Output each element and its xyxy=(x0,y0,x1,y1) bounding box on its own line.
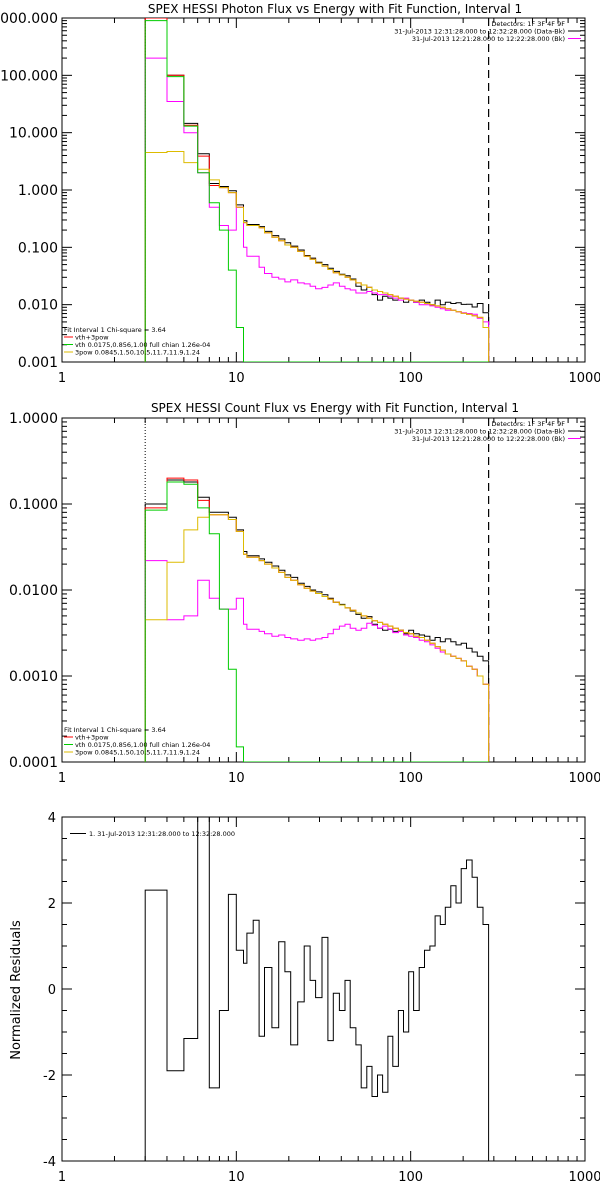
y-tick-label: 0.0001 xyxy=(9,755,58,771)
x-tick-label: 1000 xyxy=(568,771,600,786)
series-line-1-31-jul-2013-12-31-28-000-to-12-32-28-000 xyxy=(144,817,490,1161)
series-line-bk xyxy=(144,560,490,762)
info-line: Detectors: 1F 3F 4F 9F xyxy=(491,20,565,28)
y-tick-label: -2 xyxy=(43,1069,56,1084)
y-tick-label: 1000.000 xyxy=(0,11,58,27)
x-tick-label: 10 xyxy=(228,371,245,386)
series-line-bk xyxy=(144,57,490,362)
series-line-vth xyxy=(144,481,490,762)
y-tick-label: 0.010 xyxy=(18,298,58,314)
info-line: 31-Jul-2013 12:31:28.000 to 12:32:28.000… xyxy=(394,428,565,436)
series-line-data-bk xyxy=(144,18,490,362)
count-flux-plot: 1 10 100 1000 0.0001 0.0010 0.0100 0.1000 1.0000… xyxy=(9,411,600,786)
residuals-y-axis-label: Normalized Residuals xyxy=(9,920,24,1060)
y-tick-label: 100.000 xyxy=(0,68,58,84)
count-flux-title: SPEX HESSI Count Flux vs Energy with Fit… xyxy=(151,401,519,415)
plot-frame xyxy=(61,816,586,1162)
y-tick-label: 0.001 xyxy=(18,355,58,371)
y-tick-label: 0.1000 xyxy=(9,497,58,513)
series-line-vth xyxy=(144,20,490,362)
series-line-vth-3pow xyxy=(144,18,490,362)
x-tick-label: 10 xyxy=(228,771,245,786)
y-tick-label: 0.0100 xyxy=(9,583,58,599)
info-line: 31-Jul-2013 12:31:28.000 to 12:32:28.000… xyxy=(394,28,565,36)
y-tick-label: 0.0010 xyxy=(9,669,58,685)
legend-entry: 3pow 0.0845,1.50,10.5,11.7,11.9,1.24 xyxy=(75,349,200,357)
y-tick-label: -4 xyxy=(43,1155,56,1170)
x-tick-label: 1 xyxy=(58,1170,66,1185)
info-line: Detectors: 1F 3F 4F 9F xyxy=(491,420,565,428)
x-tick-label: 1 xyxy=(58,771,66,786)
photon-flux-panel: SPEX HESSI Photon Flux vs Energy with Fi… xyxy=(0,2,600,386)
legend-entry: vth+3pow xyxy=(75,334,109,342)
y-tick-label: 0.100 xyxy=(18,240,58,256)
residuals-panel: Normalized Residuals 1 10 100 1000 -4 -2 0 2 4 1.… xyxy=(9,811,600,1185)
legend-entry: 1. 31-Jul-2013 12:31:28.000 to 12:32:28.… xyxy=(89,830,235,838)
plot-frame xyxy=(61,417,586,763)
info-line: 31-Jul-2013 12:21:28.000 to 12:22:28.000… xyxy=(412,35,565,43)
y-tick-label: 1.000 xyxy=(18,183,58,199)
x-tick-label: 1 xyxy=(58,371,66,386)
series-line-vth-3pow xyxy=(144,477,490,762)
series-line-data-bk xyxy=(144,479,490,762)
y-tick-label: 0 xyxy=(48,983,56,998)
info-line: 31-Jul-2013 12:21:28.000 to 12:22:28.000… xyxy=(412,435,565,443)
series-line-3pow xyxy=(144,151,490,362)
photon-flux-plot: 1 10 100 1000 0.001 0.010 0.100 1.000 10.000 100.… xyxy=(0,11,600,386)
legend-entry: Fit Interval 1 Chi-square = 3.64 xyxy=(64,726,166,734)
y-tick-label: 10.000 xyxy=(9,126,58,142)
y-tick-label: 1.0000 xyxy=(9,411,58,427)
count-flux-panel: SPEX HESSI Count Flux vs Energy with Fit… xyxy=(9,401,600,786)
legend-entry: vth 0.0175,0.856,1.00 full chian 1.26e-0… xyxy=(75,741,210,749)
residuals-plot: 1 10 100 1000 -4 -2 0 2 4 1. 31-Jul-2013 12:31:28… xyxy=(43,811,600,1185)
y-tick-label: 4 xyxy=(48,811,56,826)
x-tick-label: 100 xyxy=(398,771,423,786)
series-line-3pow xyxy=(144,514,490,762)
legend-entry: 3pow 0.0845,1.50,10.5,11.7,11.9,1.24 xyxy=(75,749,200,757)
legend-entry: vth+3pow xyxy=(75,734,109,742)
x-tick-label: 10 xyxy=(228,1170,245,1185)
x-tick-label: 100 xyxy=(398,1170,423,1185)
x-tick-label: 1000 xyxy=(568,1170,600,1185)
photon-flux-title: SPEX HESSI Photon Flux vs Energy with Fi… xyxy=(148,2,522,16)
y-tick-label: 2 xyxy=(48,897,56,912)
legend-entry: vth 0.0175,0.856,1.00 full chian 1.26e-0… xyxy=(75,341,210,349)
x-tick-label: 100 xyxy=(398,371,423,386)
plot-frame xyxy=(61,17,586,363)
x-tick-label: 1000 xyxy=(568,371,600,386)
legend-entry: Fit Interval 1 Chi-square = 3.64 xyxy=(64,326,166,334)
